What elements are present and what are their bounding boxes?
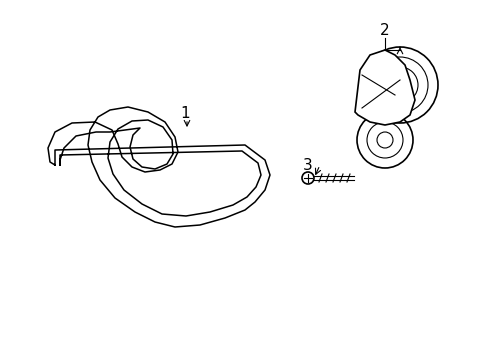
Text: 3: 3 xyxy=(303,158,312,172)
Polygon shape xyxy=(354,50,414,125)
Text: 1: 1 xyxy=(180,105,189,121)
Text: 2: 2 xyxy=(379,23,389,37)
